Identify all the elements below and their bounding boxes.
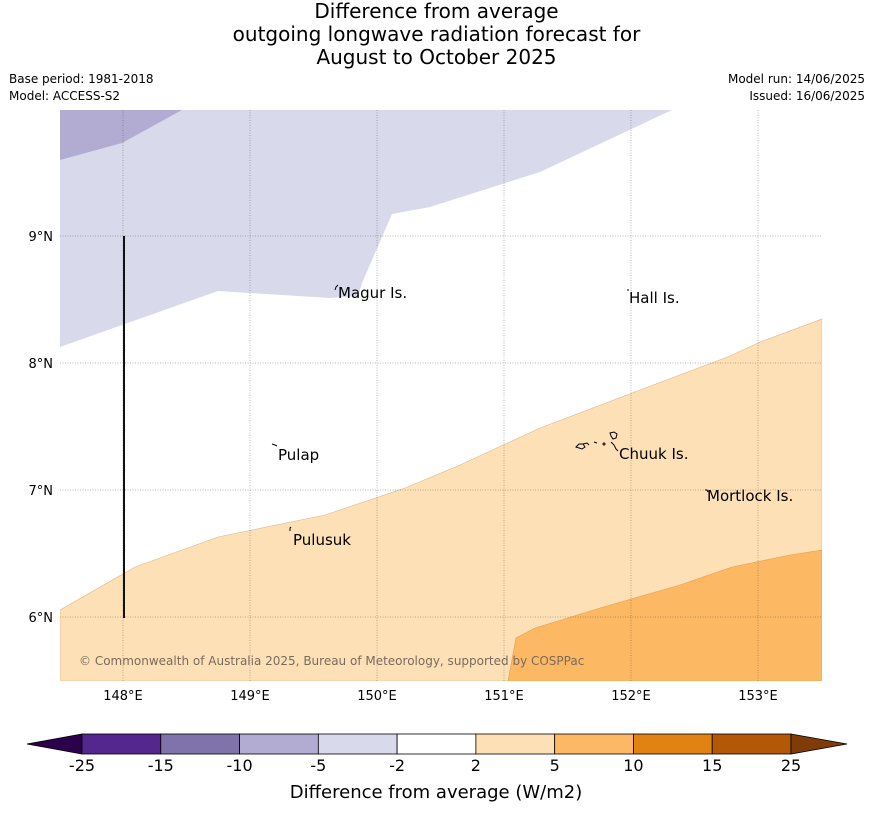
title-line-1: Difference from average <box>314 0 559 23</box>
colorbar-extend-low <box>26 733 83 755</box>
colorbar-tick-label: 2 <box>471 756 481 775</box>
place-label-mortlock: Mortlock Is. <box>707 487 793 505</box>
colorbar: -25 -15 -10 -5 -2 2 5 10 15 25 Difference from av… <box>26 733 848 803</box>
colorbar-bin <box>554 733 634 755</box>
colorbar-tick-label: -25 <box>69 756 95 775</box>
map-area: © Commonwealth of Australia 2025, Bureau… <box>60 110 822 681</box>
place-labels: Magur Is. Hall Is. Pulap Chuuk Is. Mortl… <box>278 284 793 549</box>
copyright-text: © Commonwealth of Australia 2025, Bureau… <box>79 654 584 668</box>
region-5-10 <box>507 549 822 681</box>
colorbar-bin <box>711 733 792 755</box>
colorbar-labels: -25 -15 -10 -5 -2 2 5 10 15 25 <box>69 756 801 775</box>
colorbar-bin <box>239 733 319 755</box>
meta-right: Model run: 14/06/2025 Issued: 16/06/2025 <box>728 71 865 105</box>
colorbar-bin <box>633 733 713 755</box>
island-markers <box>271 284 709 531</box>
lat-tick-labels: 9°N 8°N 7°N 6°N <box>29 230 54 626</box>
model-run: Model run: 14/06/2025 <box>727 72 865 86</box>
colorbar-tick-label: -5 <box>310 756 326 775</box>
region-minus10-minus5 <box>60 110 182 160</box>
lon-tick-152: 152°E <box>611 689 651 704</box>
region-2-5 <box>60 318 822 681</box>
chuuk-island-cluster <box>575 431 619 452</box>
place-label-pulusuk: Pulusuk <box>293 531 351 549</box>
lon-tick-153: 153°E <box>738 689 778 704</box>
colorbar-extend-high <box>790 733 848 755</box>
place-label-hall: Hall Is. <box>629 289 680 307</box>
colorbar-tick-label: 5 <box>550 756 560 775</box>
colorbar-bin <box>396 733 477 755</box>
lat-tick-6: 6°N <box>29 611 54 626</box>
lat-tick-9: 9°N <box>29 230 54 245</box>
colorbar-tick-label: -15 <box>148 756 174 775</box>
lat-tick-8: 8°N <box>29 357 54 372</box>
lon-tick-150: 150°E <box>357 689 397 704</box>
lon-tick-151: 151°E <box>484 689 524 704</box>
colorbar-tick-label: -10 <box>226 756 252 775</box>
lon-tick-149: 149°E <box>230 689 270 704</box>
chart-title: Difference from average outgoing longwav… <box>0 0 873 69</box>
colorbar-tick-label: 15 <box>702 756 722 775</box>
meta-left: Base period: 1981-2018 Model: ACCESS-S2 <box>9 71 154 105</box>
colorbar-tick-label: -2 <box>389 756 405 775</box>
colorbar-tick-label: 25 <box>781 756 801 775</box>
region-minus5-minus2 <box>60 110 672 347</box>
colorbar-bins <box>81 733 792 755</box>
lat-tick-7: 7°N <box>29 484 54 499</box>
title-line-3: August to October 2025 <box>316 45 557 69</box>
place-label-pulap: Pulap <box>278 446 319 464</box>
model-name: Model: ACCESS-S2 <box>9 89 121 103</box>
lon-tick-148: 148°E <box>103 689 143 704</box>
lon-tick-labels: 148°E 149°E 150°E 151°E 152°E 153°E <box>103 689 778 704</box>
colorbar-bin <box>475 733 556 755</box>
place-label-magur: Magur Is. <box>338 284 407 302</box>
title-line-2: outgoing longwave radiation forecast for <box>232 22 641 46</box>
base-period: Base period: 1981-2018 <box>9 72 154 86</box>
colorbar-bin <box>160 733 240 755</box>
colorbar-title: Difference from average (W/m2) <box>290 782 582 803</box>
colorbar-tick-label: 10 <box>623 756 643 775</box>
colorbar-bin <box>81 733 162 755</box>
issued-date: Issued: 16/06/2025 <box>749 89 865 103</box>
place-label-chuuk: Chuuk Is. <box>619 445 688 463</box>
colorbar-bin <box>317 733 398 755</box>
